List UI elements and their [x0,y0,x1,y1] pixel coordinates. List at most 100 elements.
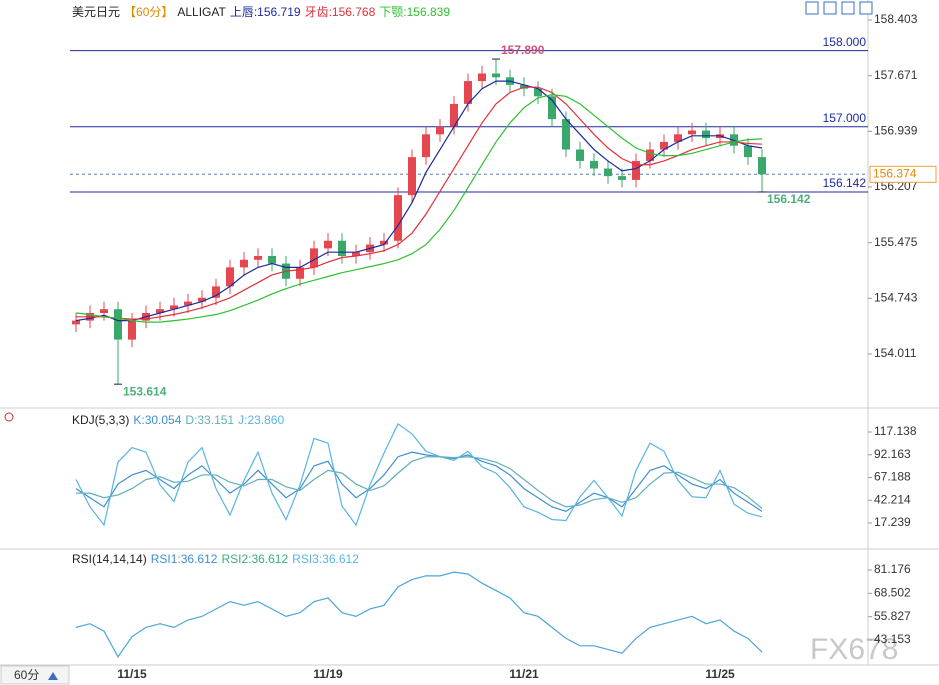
candle-body [212,286,220,298]
candle-body [422,134,430,158]
candle-body [352,252,360,256]
candle-body [744,145,752,158]
panel-title: 美元日元 [72,5,121,19]
legend-entry: RSI3:36.612 [292,552,359,566]
rsi-header: RSI(14,14,14) RSI1:36.612 RSI2:36.612 RSI3:… [72,552,363,566]
series-line [75,451,763,513]
candle-body [464,81,472,104]
y-tick-label: 154.011 [874,346,917,360]
y-tick-label: 42.214 [874,492,911,506]
horizontal-line-label: 158.000 [823,35,867,49]
legend-entry: RSI2:36.612 [221,552,289,566]
series-line [75,80,763,322]
candle-body [688,130,696,135]
candle-body [310,248,318,268]
candle-body [156,309,164,313]
x-tick-label: 11/25 [705,667,735,681]
series-line [76,86,763,320]
candle-body [380,240,388,245]
kdj-header: KDJ(5,3,3) K:30.054 D:33.151 J:23.860 [72,413,288,427]
candle-body [114,309,122,340]
candle-body [240,259,248,268]
settings-icon[interactable] [4,412,14,422]
y-tick-label: 117.138 [874,424,917,438]
candle-body [128,320,136,340]
last-price-label: 156.374 [873,166,917,180]
series-line [75,571,763,658]
candle-body [170,305,178,310]
y-tick-label: 157.671 [874,68,918,82]
candle-body [450,103,458,127]
candle-body [674,134,682,142]
toolbar [805,1,873,15]
y-tick-label: 43.153 [874,632,911,646]
y-tick-label: 92.163 [874,447,911,461]
candle-body [184,301,192,306]
y-tick-label: 67.188 [874,470,911,484]
y-tick-label: 155.475 [874,235,918,249]
candle-body [296,267,304,279]
series-line [76,456,763,509]
legend-entry: 牙齿:156.768 [304,5,376,19]
y-tick-label: 154.743 [874,290,918,304]
legend-entry: K:30.054 [133,413,182,427]
candle-body [100,309,108,313]
tool-icon[interactable] [805,1,819,15]
candle-body [548,96,556,120]
candle-body [492,73,500,78]
y-tick-label: 81.176 [874,562,911,576]
overlay-label: ALLIGAT [177,5,226,19]
candle-body [478,73,486,82]
x-tick-label: 11/19 [313,667,343,681]
legend-entry: D:33.151 [185,413,235,427]
candle-body [394,195,402,241]
legend-entry: 上唇:156.719 [229,5,301,19]
last-price-box [869,165,937,183]
horizontal-line-label: 156.142 [823,176,867,190]
horizontal-line-label: 157.000 [823,111,867,125]
legend-entry: RSI1:36.612 [150,552,218,566]
extreme-label: 156.142 [767,192,811,206]
candle-body [436,126,444,135]
extreme-label: 153.614 [123,384,167,398]
candle-body [562,119,570,150]
y-tick-label: 68.502 [874,586,911,600]
candle-body [72,320,80,325]
candle-body [702,130,710,139]
candle-body [758,157,766,175]
candle-body [198,297,206,302]
candle-body [590,160,598,169]
panel-title: RSI(14,14,14) [72,552,147,566]
x-tick-label: 11/15 [117,667,147,681]
candle-body [254,255,262,260]
candle-body [646,149,654,161]
tool-icon[interactable] [841,1,855,15]
extreme-label: 157.890 [501,43,545,57]
watermark: FX678 [810,633,898,666]
candle-body [618,176,626,180]
candle-body [534,88,542,97]
tool-icon[interactable] [859,1,873,15]
candle-body [660,141,668,150]
candle-body [408,157,416,196]
candle-body [632,160,640,180]
legend-entry: 下颚:156.839 [379,5,450,19]
price-header: 美元日元 【60分】 ALLIGAT 上唇:156.719 牙齿:156.768 下颚:1… [72,3,454,20]
panel-subtitle: 【60分】 [124,5,174,19]
y-tick-label: 156.939 [874,124,918,138]
y-tick-label: 55.827 [874,609,911,623]
panel-title: KDJ(5,3,3) [72,413,130,427]
period-button-label[interactable]: 60分 [14,668,39,682]
tool-icon[interactable] [823,1,837,15]
candle-body [226,267,234,287]
candle-body [268,255,276,264]
period-arrow[interactable] [48,672,58,680]
candle-body [324,240,332,249]
y-tick-label: 17.239 [874,515,911,529]
series-line [75,423,763,527]
candle-body [576,149,584,161]
series-line [75,94,763,323]
x-tick-label: 11/21 [509,667,539,681]
